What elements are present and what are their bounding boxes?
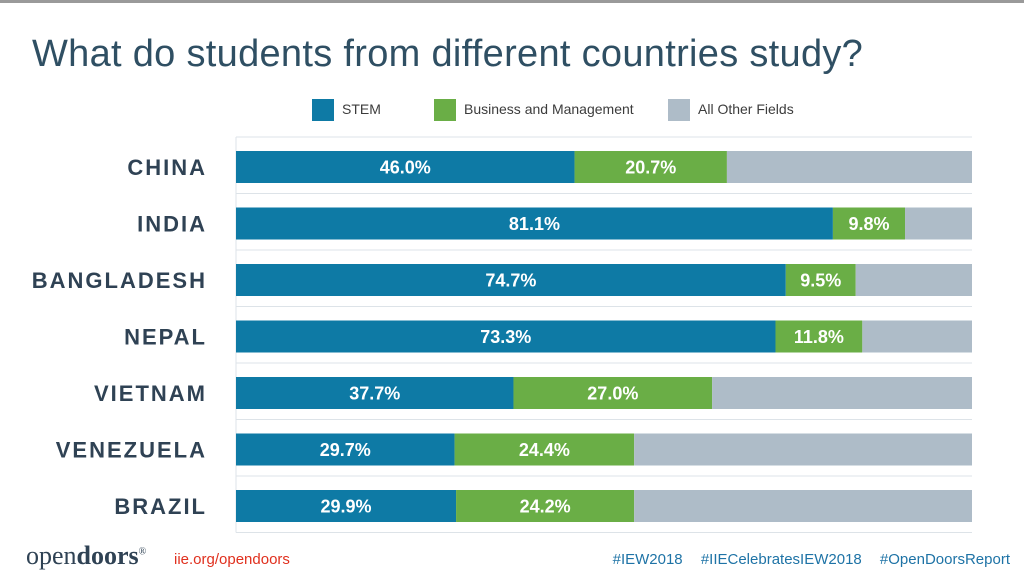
bar-segment-other bbox=[855, 264, 972, 296]
legend-label-other: All Other Fields bbox=[698, 101, 794, 117]
data-label-business: 11.8% bbox=[794, 327, 844, 347]
bar-segment-business bbox=[513, 377, 713, 409]
data-label-business: 20.7% bbox=[625, 158, 676, 178]
data-label-business: 24.2% bbox=[520, 497, 571, 517]
bar-segment-stem bbox=[236, 433, 455, 466]
chart-title: What do students from different countrie… bbox=[32, 33, 864, 75]
bar-segment-business bbox=[785, 264, 856, 296]
legend-label-business: Business and Management bbox=[464, 101, 634, 117]
bar-segment-stem bbox=[236, 207, 833, 240]
legend-swatch-stem bbox=[312, 99, 334, 121]
bar-segment-business bbox=[574, 151, 727, 183]
bar-segment-other bbox=[634, 490, 972, 522]
data-label-business: 9.8% bbox=[848, 214, 889, 234]
bar-segment-business bbox=[775, 320, 863, 353]
data-label-business: 9.5% bbox=[800, 271, 841, 291]
data-label-stem: 73.3% bbox=[480, 327, 531, 347]
data-label-stem: 29.7% bbox=[320, 440, 371, 460]
data-label-stem: 29.9% bbox=[321, 497, 372, 517]
bar-segment-stem bbox=[236, 377, 514, 409]
footer-link[interactable]: iie.org/opendoors bbox=[174, 551, 290, 568]
data-label-stem: 37.7% bbox=[349, 384, 400, 404]
data-label-stem: 74.7% bbox=[485, 271, 536, 291]
bar-segment-other bbox=[726, 151, 972, 183]
bar-segment-stem bbox=[236, 151, 575, 183]
opendoors-logo: opendoors® bbox=[26, 541, 146, 571]
legend-label-stem: STEM bbox=[342, 101, 381, 117]
data-label-stem: 81.1% bbox=[509, 214, 560, 234]
footer-hashtags: #IEW2018 #IIECelebratesIEW2018 #OpenDoor… bbox=[599, 551, 1010, 568]
category-label: NEPAL bbox=[124, 325, 207, 350]
logo-text-bold: doors bbox=[76, 541, 139, 570]
legend-swatch-other bbox=[668, 99, 690, 121]
bar-segment-stem bbox=[236, 264, 786, 296]
category-label: VIETNAM bbox=[94, 381, 207, 406]
hashtag-iew2018: #IEW2018 bbox=[612, 551, 683, 568]
bar-segment-stem bbox=[236, 490, 457, 522]
bar-segment-business bbox=[454, 433, 635, 466]
category-label: CHINA bbox=[127, 155, 207, 180]
bar-segment-business bbox=[456, 490, 635, 522]
hashtag-iiecelebrates: #IIECelebratesIEW2018 bbox=[700, 551, 862, 568]
category-label: BANGLADESH bbox=[32, 268, 207, 293]
bar-segment-business bbox=[832, 207, 906, 240]
logo-registered-mark: ® bbox=[138, 546, 147, 558]
bar-segment-other bbox=[712, 377, 972, 409]
bar-segment-other bbox=[905, 207, 972, 240]
category-label: VENEZUELA bbox=[56, 438, 207, 463]
bar-segment-stem bbox=[236, 320, 776, 353]
stacked-bar-chart: CHINA 46.0% 20.7% INDIA 81.1% 9.8% BANGLADESH 7… bbox=[32, 136, 972, 533]
category-label: BRAZIL bbox=[114, 494, 207, 519]
bar-segment-other bbox=[862, 320, 972, 353]
data-label-business: 24.4% bbox=[519, 440, 570, 460]
category-label: INDIA bbox=[137, 212, 207, 237]
data-label-stem: 46.0% bbox=[380, 158, 431, 178]
legend: STEM Business and Management All Other F… bbox=[312, 99, 912, 125]
legend-swatch-business bbox=[434, 99, 456, 121]
logo-text-light: open bbox=[26, 541, 77, 570]
bar-segment-other bbox=[634, 433, 972, 466]
hashtag-opendoorsreport: #OpenDoorsReport bbox=[879, 551, 1010, 568]
data-label-business: 27.0% bbox=[587, 384, 638, 404]
